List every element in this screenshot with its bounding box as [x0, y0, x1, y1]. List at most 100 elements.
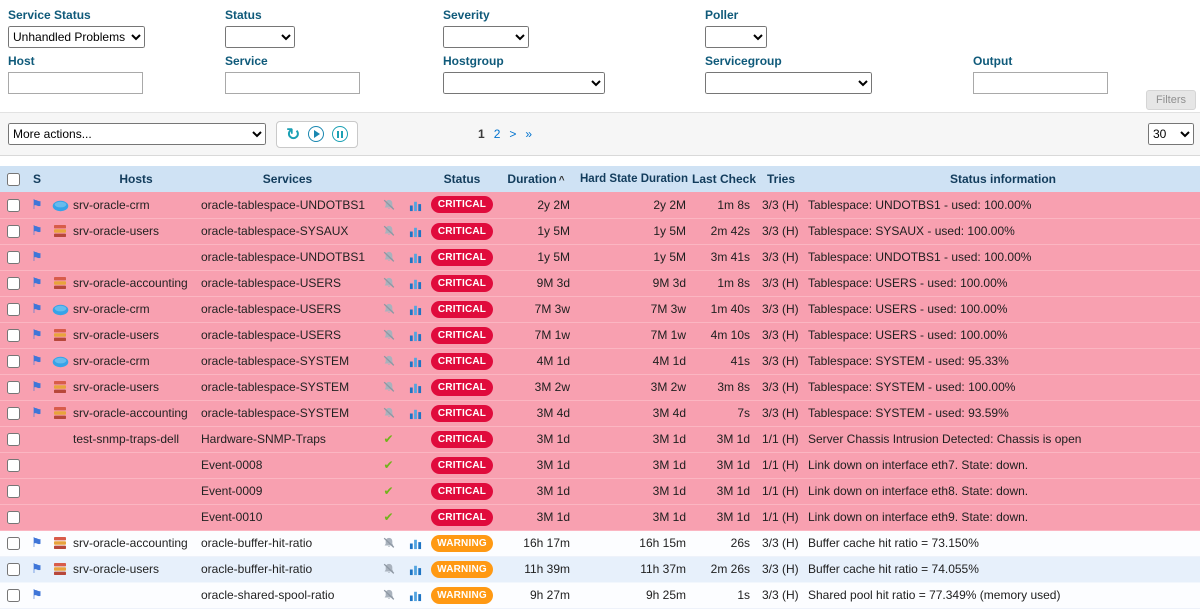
performance-graph-icon[interactable]	[409, 354, 422, 368]
row-checkbox[interactable]	[7, 459, 20, 472]
status-badge: WARNING	[431, 535, 493, 552]
host-name[interactable]: test-snmp-traps-dell	[73, 432, 179, 446]
host-name[interactable]: srv-oracle-accounting	[73, 276, 188, 290]
service-name[interactable]: oracle-tablespace-SYSAUX	[201, 224, 348, 238]
row-checkbox[interactable]	[7, 251, 20, 264]
table-row: ⚑ srv-oracle-crm oracle-tablespace-SYSTE…	[0, 348, 1200, 374]
service-status-select[interactable]: Unhandled Problems	[8, 26, 145, 48]
page-next-link[interactable]: >	[509, 127, 516, 141]
row-checkbox[interactable]	[7, 563, 20, 576]
service-name[interactable]: oracle-buffer-hit-ratio	[201, 536, 312, 550]
page-2-link[interactable]: 2	[494, 127, 501, 141]
service-name[interactable]: Hardware-SNMP-Traps	[201, 432, 326, 446]
service-name[interactable]: oracle-tablespace-SYSTEM	[201, 380, 349, 394]
col-header-hosts[interactable]: Hosts	[72, 166, 200, 192]
col-header-last-check[interactable]: Last Check	[692, 166, 756, 192]
table-row: ⚑ srv-oracle-users oracle-tablespace-SYS…	[0, 218, 1200, 244]
row-checkbox[interactable]	[7, 355, 20, 368]
filters-tab[interactable]: Filters	[1146, 90, 1196, 110]
performance-graph-icon[interactable]	[409, 536, 422, 550]
row-checkbox[interactable]	[7, 485, 20, 498]
col-header-hard-state-duration[interactable]: Hard State Duration	[576, 166, 692, 192]
duration-cell: 3M 1d	[496, 504, 576, 530]
service-name[interactable]: Event-0009	[201, 484, 262, 498]
service-name[interactable]: oracle-buffer-hit-ratio	[201, 562, 312, 576]
notifications-disabled-icon	[382, 276, 396, 290]
host-name[interactable]: srv-oracle-users	[73, 328, 159, 342]
service-name[interactable]: oracle-tablespace-SYSTEM	[201, 354, 349, 368]
col-header-status-information[interactable]: Status information	[806, 166, 1200, 192]
host-name[interactable]: srv-oracle-crm	[73, 198, 150, 212]
flag-icon: ⚑	[31, 197, 43, 212]
performance-graph-icon[interactable]	[409, 198, 422, 212]
performance-graph-icon[interactable]	[409, 562, 422, 576]
col-header-status[interactable]: Status	[428, 166, 496, 192]
servicegroup-select[interactable]	[705, 72, 872, 94]
performance-graph-icon[interactable]	[409, 328, 422, 342]
hostgroup-select[interactable]	[443, 72, 605, 94]
row-checkbox[interactable]	[7, 589, 20, 602]
host-name[interactable]: srv-oracle-accounting	[73, 536, 188, 550]
page-last-link[interactable]: »	[525, 127, 532, 141]
host-name[interactable]: srv-oracle-users	[73, 224, 159, 238]
play-icon[interactable]	[308, 126, 324, 142]
output-label: Output	[973, 54, 1012, 68]
hard-duration-cell: 11h 37m	[576, 556, 692, 582]
col-header-tries[interactable]: Tries	[756, 166, 806, 192]
row-checkbox[interactable]	[7, 303, 20, 316]
table-row: ⚑ srv-oracle-users oracle-tablespace-USE…	[0, 322, 1200, 348]
performance-graph-icon[interactable]	[409, 302, 422, 316]
service-name[interactable]: oracle-tablespace-UNDOTBS1	[201, 198, 365, 212]
row-checkbox[interactable]	[7, 277, 20, 290]
last-check-cell: 1m 8s	[692, 192, 756, 218]
service-name[interactable]: oracle-tablespace-UNDOTBS1	[201, 250, 365, 264]
row-checkbox[interactable]	[7, 199, 20, 212]
select-all-checkbox[interactable]	[7, 173, 20, 186]
row-checkbox[interactable]	[7, 511, 20, 524]
host-name[interactable]: srv-oracle-crm	[73, 302, 150, 316]
row-checkbox[interactable]	[7, 407, 20, 420]
performance-graph-icon[interactable]	[409, 276, 422, 290]
row-checkbox[interactable]	[7, 537, 20, 550]
service-name[interactable]: oracle-tablespace-USERS	[201, 276, 341, 290]
per-page-select[interactable]: 30	[1148, 123, 1194, 145]
host-name[interactable]: srv-oracle-accounting	[73, 406, 188, 420]
host-name[interactable]: srv-oracle-users	[73, 562, 159, 576]
more-actions-select[interactable]: More actions...	[8, 123, 266, 145]
service-name[interactable]: Event-0008	[201, 458, 262, 472]
service-input[interactable]	[225, 72, 360, 94]
service-name[interactable]: oracle-tablespace-SYSTEM	[201, 406, 349, 420]
status-label: Status	[225, 8, 262, 22]
performance-graph-icon[interactable]	[409, 406, 422, 420]
status-information: Tablespace: USERS - used: 100.00%	[806, 270, 1200, 296]
status-select[interactable]	[225, 26, 295, 48]
notifications-disabled-icon	[382, 588, 396, 602]
service-name[interactable]: oracle-tablespace-USERS	[201, 302, 341, 316]
host-name[interactable]: srv-oracle-users	[73, 380, 159, 394]
col-header-duration[interactable]: Duration^	[496, 166, 576, 192]
col-header-services[interactable]: Services	[200, 166, 375, 192]
performance-graph-icon[interactable]	[409, 588, 422, 602]
pause-icon[interactable]	[332, 126, 348, 142]
status-information: Tablespace: SYSTEM - used: 93.59%	[806, 400, 1200, 426]
last-check-cell: 1m 8s	[692, 270, 756, 296]
service-name[interactable]: Event-0010	[201, 510, 262, 524]
severity-select[interactable]	[443, 26, 529, 48]
col-header-s[interactable]: S	[26, 166, 48, 192]
host-input[interactable]	[8, 72, 143, 94]
hard-duration-cell: 3M 4d	[576, 400, 692, 426]
refresh-icon[interactable]: ↻	[286, 126, 300, 143]
performance-graph-icon[interactable]	[409, 250, 422, 264]
row-checkbox[interactable]	[7, 329, 20, 342]
table-row: ⚑ srv-oracle-crm oracle-tablespace-USERS…	[0, 296, 1200, 322]
row-checkbox[interactable]	[7, 433, 20, 446]
service-name[interactable]: oracle-tablespace-USERS	[201, 328, 341, 342]
host-name[interactable]: srv-oracle-crm	[73, 354, 150, 368]
performance-graph-icon[interactable]	[409, 224, 422, 238]
performance-graph-icon[interactable]	[409, 380, 422, 394]
row-checkbox[interactable]	[7, 381, 20, 394]
output-input[interactable]	[973, 72, 1108, 94]
service-name[interactable]: oracle-shared-spool-ratio	[201, 588, 334, 602]
row-checkbox[interactable]	[7, 225, 20, 238]
poller-select[interactable]	[705, 26, 767, 48]
